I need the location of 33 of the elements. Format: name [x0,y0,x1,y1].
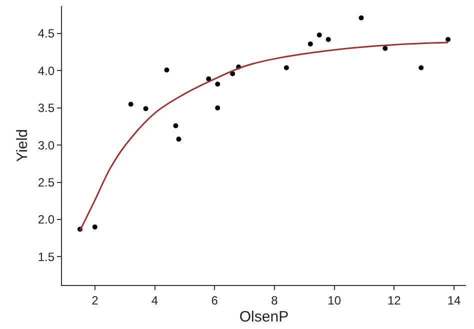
y-tick-label: 3.5 [38,101,55,116]
y-tick-label: 1.5 [38,250,55,264]
point [316,32,322,38]
point [215,82,220,87]
x-tick-label: 4 [151,294,158,308]
point [358,15,364,20]
point [382,46,388,51]
point [164,67,170,72]
point [128,102,134,107]
y-tick-label: 3.0 [38,138,55,152]
point [215,105,220,110]
y-axis-title: Yield [14,129,32,162]
point [446,36,451,42]
point [173,123,178,128]
point [418,65,424,70]
x-tick-label: 6 [211,294,218,308]
point [92,224,98,230]
x-tick-label: 8 [271,294,278,308]
point [143,106,148,112]
x-tick-label: 12 [388,294,402,308]
x-tick-label: 2 [92,294,99,308]
point [326,36,331,42]
x-axis-title: OlsenP [239,308,289,326]
y-tick-label: 4.5 [38,26,55,41]
point [308,41,313,46]
y-tick-label: 2.5 [38,176,55,190]
x-tick-label: 14 [447,294,462,308]
point [176,136,182,142]
point [284,65,289,70]
x-tick-label: 10 [328,294,342,308]
y-tick-label: 2.0 [38,212,55,227]
y-tick-label: 4.0 [38,64,55,78]
point [206,76,212,82]
